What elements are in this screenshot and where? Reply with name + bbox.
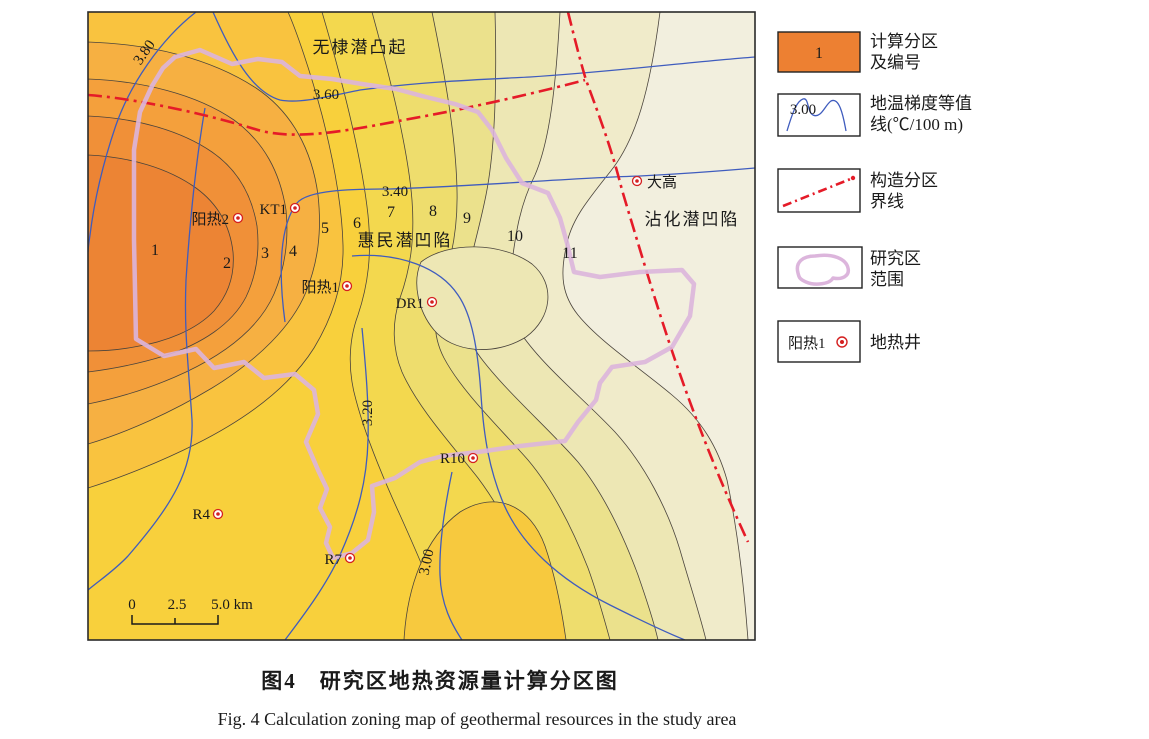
study-area-outline-path	[131, 47, 697, 561]
fault-line-horizontal	[88, 78, 586, 136]
zone-number-4: 4	[289, 243, 297, 260]
scale-label-0: 0	[128, 597, 136, 613]
scale-label-25: 2.5	[168, 597, 187, 613]
well-label: 大高	[647, 174, 677, 191]
legend-item-study-area: 研究区 范围	[777, 246, 921, 289]
fault-line-icon-dot	[850, 175, 856, 181]
zone-number-11: 11	[562, 245, 577, 262]
zone-fill-layers	[88, 12, 755, 640]
zone-number-6: 6	[353, 215, 361, 232]
study-area-outline-icon	[795, 253, 851, 286]
legend-item-zone: 1 计算分区 及编号	[777, 31, 938, 73]
legend-label-line: 界线	[870, 192, 904, 211]
zone-number-7: 7	[387, 204, 395, 221]
well-marker-icon	[836, 336, 848, 348]
well-swatch-label: 阳热1	[788, 335, 826, 352]
contour-3-80	[88, 12, 197, 253]
well-marker-icon	[467, 452, 479, 464]
fault-line-diagonal	[566, 12, 750, 543]
well-marker-icon	[232, 212, 244, 224]
wells: 阳热2 KT1 阳热1 DR1 大高 R10	[191, 174, 677, 568]
well-marker-icon	[341, 280, 353, 292]
contour-label-340: 3.40	[382, 184, 408, 200]
legend-item-contour: 3.00 地温梯度等值 线(℃/100 m)	[777, 93, 972, 137]
legend-label-line: 地热井	[870, 333, 921, 352]
zone-number-5: 5	[321, 220, 329, 237]
legend: 1 计算分区 及编号 3.00 地温梯度等值 线(℃/100 m) 构造分区 界…	[777, 31, 972, 363]
contour-left-arc	[88, 107, 206, 591]
fault-swatch-box	[777, 168, 861, 213]
zone-swatch	[777, 31, 861, 73]
fault-line-icon	[782, 176, 854, 208]
pale-lobe-dr1	[416, 246, 549, 350]
well-yangre1: 阳热1	[301, 279, 353, 296]
legend-label-line: 研究区	[870, 249, 921, 268]
fault-lines	[88, 12, 750, 543]
contour-label-320: 3.20	[360, 400, 376, 426]
well-label: 阳热2	[191, 211, 229, 228]
zone-number-8: 8	[429, 203, 437, 220]
legend-label-line: 范围	[870, 270, 904, 289]
tectonic-labels: 无棣潜凸起 惠民潜凹陷 沾化潜凹陷	[313, 38, 740, 250]
gradient-contours	[88, 12, 755, 640]
map-panel: 1 2 3 4 5 6 7 8 9 10 11 无棣潜凸起 惠民潜凹陷 沾化潜凹…	[88, 12, 755, 640]
caption: 图4 研究区地热资源量计算分区图 Fig. 4 Calculation zoni…	[218, 669, 737, 729]
well-marker-icon	[631, 175, 643, 187]
zone-number-9: 9	[463, 210, 471, 227]
zone-numbers: 1 2 3 4 5 6 7 8 9 10 11	[151, 203, 578, 272]
well-marker-icon	[344, 552, 356, 564]
caption-zh: 图4 研究区地热资源量计算分区图	[261, 669, 619, 693]
well-dagao: 大高	[631, 174, 677, 191]
well-label: KT1	[260, 202, 288, 218]
legend-item-well: 阳热1 地热井	[777, 320, 921, 363]
caption-en: Fig. 4 Calculation zoning map of geother…	[218, 709, 737, 729]
contour-label-360: 3.60	[313, 87, 339, 103]
well-label: R7	[324, 552, 342, 568]
contour-3-00	[439, 471, 463, 640]
zone-band-1	[88, 154, 234, 352]
contour-line-icon	[786, 98, 847, 132]
zone-number-2: 2	[223, 255, 231, 272]
well-r10: R10	[440, 451, 479, 467]
well-label: R4	[192, 507, 210, 523]
well-kt1: KT1	[260, 202, 301, 218]
tectonic-label-zhanhua: 沾化潜凹陷	[645, 210, 740, 229]
contour-3-60	[212, 12, 755, 102]
well-label: R10	[440, 451, 465, 467]
contour-3-20	[284, 327, 369, 640]
legend-label-line: 线(℃/100 m)	[870, 115, 963, 134]
zone-number-3: 3	[261, 245, 269, 262]
legend-item-fault: 构造分区 界线	[777, 168, 938, 213]
well-marker-icon	[212, 508, 224, 520]
well-label: DR1	[396, 296, 424, 312]
zone-number-1: 1	[151, 242, 159, 259]
zone-number-10: 10	[507, 228, 523, 245]
legend-label-line: 及编号	[870, 53, 921, 72]
well-label: 阳热1	[301, 279, 339, 296]
legend-label-line: 构造分区	[870, 171, 938, 190]
contour-loop-320	[351, 254, 686, 640]
well-r4: R4	[192, 507, 224, 523]
legend-label-line: 计算分区	[870, 32, 938, 51]
legend-label-line: 地温梯度等值	[870, 94, 972, 113]
well-dr1: DR1	[396, 296, 438, 312]
scale-bar: 0 2.5 5.0 km	[128, 597, 253, 625]
map-border	[87, 11, 756, 641]
tectonic-label-wudi: 无棣潜凸起	[313, 38, 408, 57]
contour-label-300: 3.00	[417, 548, 438, 577]
well-marker-icon	[289, 202, 301, 214]
scale-label-50km: 5.0 km	[211, 597, 253, 613]
contour-swatch-value: 3.00	[790, 102, 816, 118]
zone-swatch-number: 1	[815, 45, 823, 62]
scale-bar-rule	[131, 615, 219, 625]
contour-3-40	[280, 167, 755, 323]
study-area-boundary	[131, 47, 697, 561]
tectonic-label-huimin: 惠民潜凹陷	[358, 231, 453, 250]
well-marker-icon	[426, 296, 438, 308]
well-r7: R7	[324, 552, 356, 568]
well-yangre2: 阳热2	[191, 211, 244, 228]
